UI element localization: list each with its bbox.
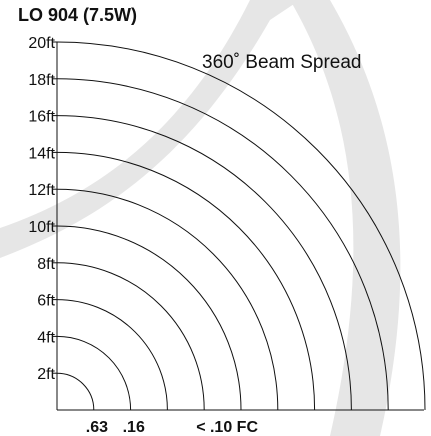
- footcandle-label-1: .63: [86, 419, 108, 436]
- y-tick-label-12ft: 12ft: [28, 182, 55, 199]
- y-axis-ticks: 2ft 4ft 6ft 8ft 10ft 12ft 14ft 16ft 18ft 20ft: [28, 35, 57, 383]
- y-tick-label-16ft: 16ft: [28, 109, 55, 126]
- y-tick-label-2ft: 2ft: [37, 366, 55, 383]
- arc-2ft: [56, 372, 95, 411]
- arc-18ft: [56, 78, 389, 411]
- footcandle-labels: .63 .16 < .10 FC: [86, 419, 259, 436]
- y-tick-label-6ft: 6ft: [37, 293, 55, 310]
- background-swoosh-right: [290, 0, 401, 436]
- beam-spread-label: 360˚ Beam Spread: [202, 52, 362, 73]
- arc-14ft: [56, 151, 316, 411]
- arc-8ft: [56, 262, 205, 411]
- background-swooshes: [0, 0, 401, 436]
- y-tick-label-4ft: 4ft: [37, 329, 55, 346]
- arc-16ft: [56, 115, 352, 411]
- y-tick-label-18ft: 18ft: [28, 72, 55, 89]
- y-tick-label-8ft: 8ft: [37, 256, 55, 273]
- arc-20ft: [56, 41, 426, 411]
- arc-6ft: [56, 299, 168, 411]
- background-swoosh-left: [0, 0, 300, 258]
- arc-12ft: [56, 188, 279, 411]
- footcandle-label-2: .16: [123, 419, 145, 436]
- chart-title: LO 904 (7.5W): [18, 5, 137, 25]
- y-tick-label-14ft: 14ft: [28, 145, 55, 162]
- arc-4ft: [56, 335, 132, 411]
- y-tick-label-10ft: 10ft: [28, 219, 55, 236]
- isofootcandle-arcs: [56, 41, 426, 411]
- arc-10ft: [56, 225, 242, 411]
- y-tick-label-20ft: 20ft: [28, 35, 55, 52]
- footcandle-label-3: < .10 FC: [196, 419, 258, 436]
